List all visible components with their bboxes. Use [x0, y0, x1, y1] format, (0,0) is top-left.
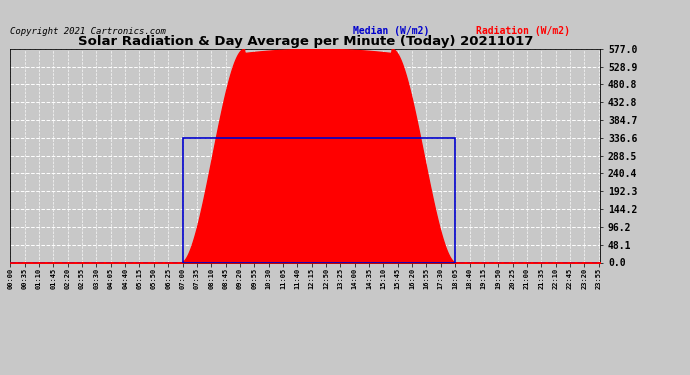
Text: Median (W/m2): Median (W/m2): [353, 26, 429, 36]
Title: Solar Radiation & Day Average per Minute (Today) 20211017: Solar Radiation & Day Average per Minute…: [78, 34, 533, 48]
Bar: [183, 138, 455, 262]
Text: Copyright 2021 Cartronics.com: Copyright 2021 Cartronics.com: [10, 27, 166, 36]
Text: Radiation (W/m2): Radiation (W/m2): [476, 26, 571, 36]
